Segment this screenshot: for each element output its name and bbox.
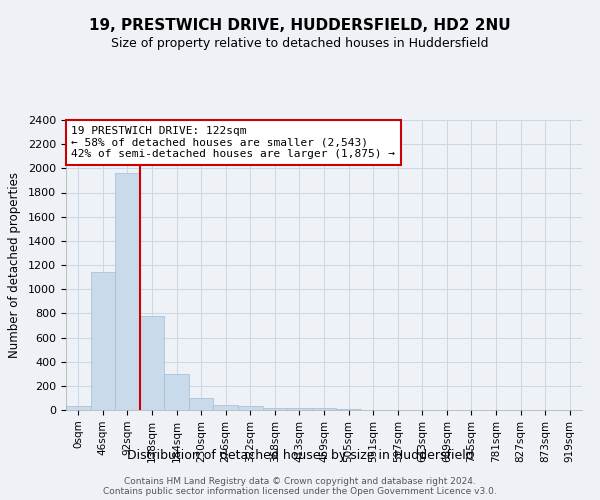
Bar bbox=[214, 405, 238, 410]
Bar bbox=[91, 272, 115, 410]
Y-axis label: Number of detached properties: Number of detached properties bbox=[8, 172, 21, 358]
Bar bbox=[115, 173, 140, 410]
Bar bbox=[140, 316, 164, 410]
Bar bbox=[287, 408, 312, 410]
Text: Contains HM Land Registry data © Crown copyright and database right 2024.: Contains HM Land Registry data © Crown c… bbox=[124, 476, 476, 486]
Text: 19 PRESTWICH DRIVE: 122sqm
← 58% of detached houses are smaller (2,543)
42% of s: 19 PRESTWICH DRIVE: 122sqm ← 58% of deta… bbox=[71, 126, 395, 159]
Text: Distribution of detached houses by size in Huddersfield: Distribution of detached houses by size … bbox=[127, 448, 473, 462]
Text: Contains public sector information licensed under the Open Government Licence v3: Contains public sector information licen… bbox=[103, 486, 497, 496]
Text: 19, PRESTWICH DRIVE, HUDDERSFIELD, HD2 2NU: 19, PRESTWICH DRIVE, HUDDERSFIELD, HD2 2… bbox=[89, 18, 511, 32]
Bar bbox=[66, 406, 91, 410]
Bar bbox=[238, 406, 263, 410]
Text: Size of property relative to detached houses in Huddersfield: Size of property relative to detached ho… bbox=[111, 38, 489, 51]
Bar bbox=[164, 374, 189, 410]
Bar bbox=[263, 408, 287, 410]
Bar bbox=[312, 408, 336, 410]
Bar bbox=[189, 398, 214, 410]
